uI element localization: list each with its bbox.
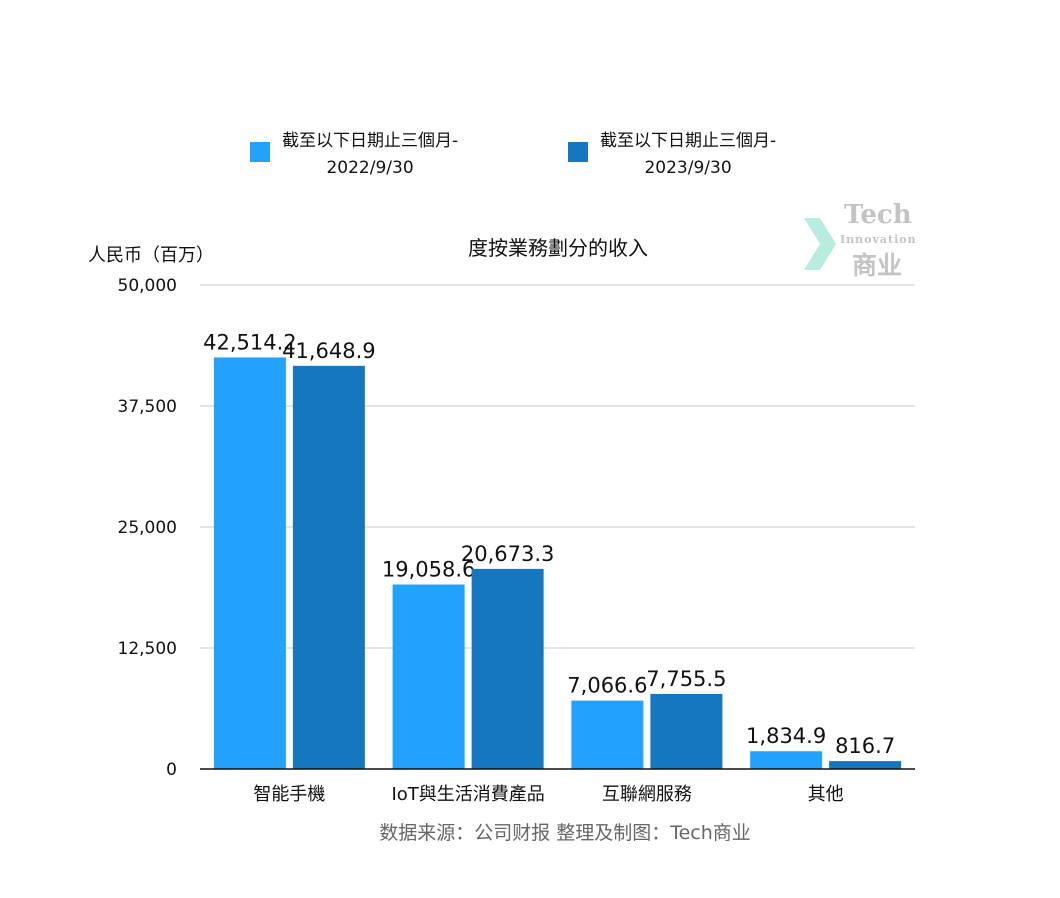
legend-label-2022-line2: 2022/9/30 xyxy=(326,158,414,178)
chart-title: 度按業務劃分的收入 xyxy=(468,236,648,260)
legend-swatch-2022 xyxy=(250,142,270,162)
legend-label-2023: 截至以下日期止三個月- 2023/9/30 xyxy=(600,128,776,182)
data-label: 20,673.3 xyxy=(461,542,555,566)
bar xyxy=(292,365,365,769)
data-label: 42,514.2 xyxy=(203,330,297,354)
x-tick-label: 互聯網服務 xyxy=(602,784,692,805)
bar xyxy=(471,568,544,769)
x-tick-label: IoT與生活消費產品 xyxy=(391,784,544,805)
legend-item-2022: 截至以下日期止三個月- 2022/9/30 xyxy=(250,128,458,182)
legend-label-2022-line1: 截至以下日期止三個月- xyxy=(282,131,459,151)
bar xyxy=(750,751,823,769)
data-label: 7,755.5 xyxy=(646,667,726,691)
x-tick-label: 智能手機 xyxy=(253,784,325,805)
data-label: 7,066.6 xyxy=(567,674,647,698)
data-label: 1,834.9 xyxy=(746,724,826,748)
legend-swatch-2023 xyxy=(568,142,588,162)
y-tick-label: 37,500 xyxy=(118,397,177,417)
bar xyxy=(829,761,902,769)
data-label: 816.7 xyxy=(835,734,895,758)
legend-label-2023-line1: 截至以下日期止三個月- xyxy=(600,131,777,151)
x-tick-label: 其他 xyxy=(808,784,844,805)
data-label: 19,058.6 xyxy=(382,558,476,582)
bar xyxy=(571,700,644,769)
y-tick-label: 50,000 xyxy=(118,276,177,296)
logo-arrow-icon xyxy=(804,218,836,270)
logo-text-tech: Tech xyxy=(844,200,912,230)
logo-text-innovation: Innovation xyxy=(840,233,917,246)
bar xyxy=(213,357,286,769)
source-note: 数据来源：公司财报 整理及制图：Tech商业 xyxy=(379,822,751,844)
legend-label-2022: 截至以下日期止三個月- 2022/9/30 xyxy=(282,128,458,182)
y-axis-label: 人民币（百万） xyxy=(88,245,214,266)
y-tick-label: 0 xyxy=(166,760,177,780)
legend-item-2023: 截至以下日期止三個月- 2023/9/30 xyxy=(568,128,776,182)
legend-label-2023-line2: 2023/9/30 xyxy=(644,158,732,178)
logo-text-cn: 商业 xyxy=(852,251,903,280)
bar xyxy=(392,584,465,769)
tech-logo: Tech Innovation 商业 xyxy=(800,200,925,280)
y-tick-label: 25,000 xyxy=(118,518,177,538)
y-tick-label: 12,500 xyxy=(118,639,177,659)
data-label: 41,648.9 xyxy=(282,339,376,363)
bar xyxy=(650,693,723,769)
